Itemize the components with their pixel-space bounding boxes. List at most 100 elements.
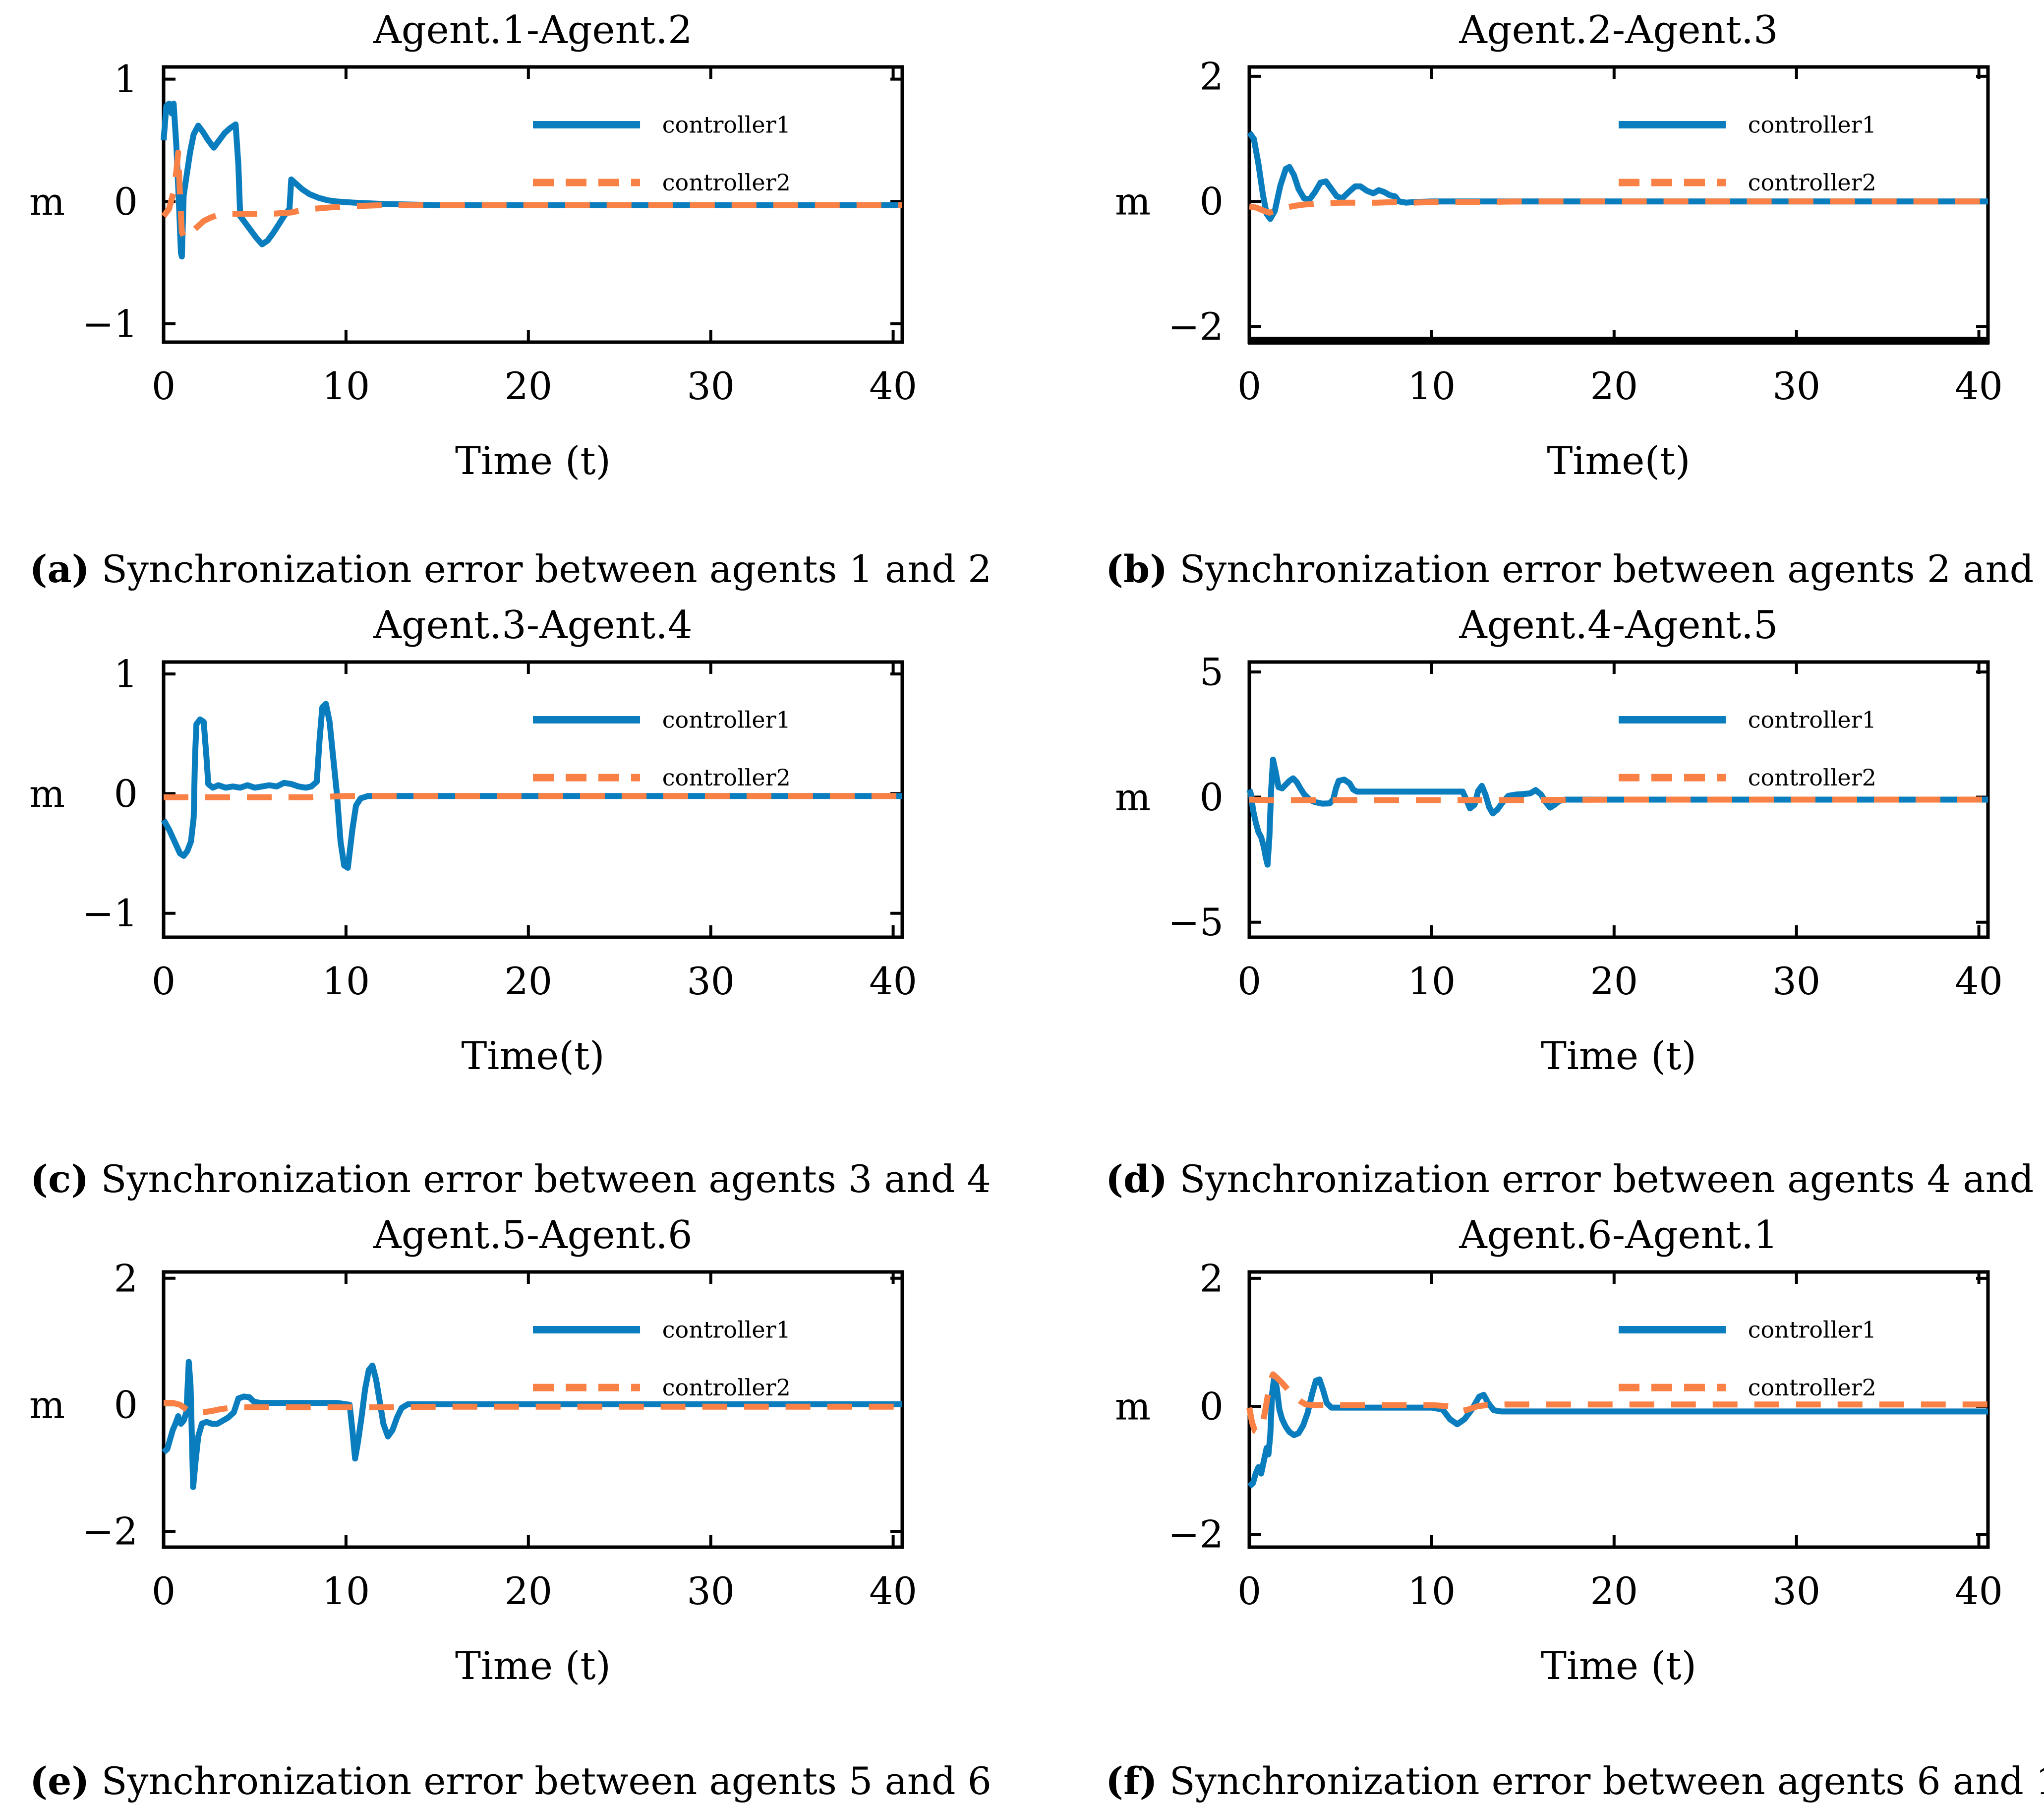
- series-controller1: [1246, 756, 1988, 868]
- y-axis-label: m: [1115, 180, 1151, 224]
- legend-label-controller1: controller1: [1748, 707, 1876, 733]
- x-tick-label: 0: [152, 1569, 175, 1613]
- panel-c: Agent.3-Agent.4 0 10 20 30 40 1 0 −1 m controller…: [0, 595, 1021, 1205]
- x-tick-label: 20: [504, 959, 552, 1003]
- y-tick-label: −1: [82, 302, 138, 346]
- x-tick-label: 20: [504, 364, 552, 408]
- x-tick-label: 10: [322, 959, 370, 1003]
- x-tick-label: 0: [152, 959, 175, 1003]
- y-axis-label: m: [1115, 1385, 1151, 1429]
- y-tick-label: 0: [1200, 180, 1224, 224]
- y-tick-label: 2: [1200, 1257, 1224, 1300]
- x-tick-label: 0: [1237, 364, 1261, 408]
- x-tick-label: 10: [322, 364, 370, 408]
- panel-f-xlabel: Time (t): [1540, 1644, 1697, 1688]
- y-axis-label: m: [29, 772, 65, 816]
- series-controller1: [162, 1359, 902, 1490]
- y-tick-label: −1: [82, 891, 138, 935]
- x-tick-label: 10: [322, 1569, 370, 1613]
- legend-label-controller2: controller2: [1748, 1374, 1876, 1401]
- panel-a: Agent.1-Agent.2 0 10 20 30 40 1 0 −1 m controller…: [0, 0, 1021, 595]
- x-tick-label: 10: [1408, 1569, 1456, 1613]
- panel-a-title: Agent.1-Agent.2: [373, 8, 693, 53]
- panel-b-title: Agent.2-Agent.3: [1459, 8, 1778, 53]
- caption-label: (a): [29, 547, 90, 591]
- caption-text: Synchronization error between agents 1 a…: [101, 547, 992, 591]
- legend-label-controller1: controller1: [1748, 1317, 1876, 1343]
- legend-label-controller2: controller2: [662, 764, 791, 791]
- y-tick-label: −5: [1168, 900, 1224, 944]
- x-tick-label: 40: [869, 1569, 917, 1613]
- y-tick-label: −2: [82, 1509, 138, 1554]
- x-tick-label: 20: [1590, 959, 1638, 1003]
- x-tick-label: 40: [1955, 364, 2003, 408]
- y-tick-label: 1: [114, 652, 138, 696]
- x-tick-label: 40: [869, 959, 917, 1003]
- y-tick-label: 0: [114, 772, 138, 816]
- y-axis-label: m: [1115, 775, 1151, 819]
- panel-b: Agent.2-Agent.3 0 10 20 30 40 2 0 −2 m controller…: [1021, 0, 2044, 595]
- panel-d: Agent.4-Agent.5 0 10 20 30 40 5 0 −5 m controller…: [1021, 595, 2044, 1205]
- x-tick-label: 20: [1590, 364, 1638, 408]
- panel-d-title: Agent.4-Agent.5: [1459, 603, 1778, 648]
- legend-label-controller1: controller1: [662, 1317, 791, 1343]
- series-controller1: [1247, 130, 1988, 222]
- caption-text: Synchronization error between agents 4 a…: [1179, 1157, 2044, 1201]
- panel-e: Agent.5-Agent.6 0 10 20 30 40 2 0 −2 m controller…: [0, 1205, 1021, 1807]
- y-tick-label: −2: [1168, 304, 1224, 349]
- y-tick-label: 1: [114, 57, 138, 101]
- legend-label-controller1: controller1: [1748, 112, 1876, 138]
- panel-d-caption: (d) Synchronization error between agents…: [1021, 1157, 2044, 1201]
- x-tick-label: 40: [1955, 959, 2003, 1003]
- axes-box: [162, 1270, 904, 1549]
- legend-label-controller1: controller1: [662, 112, 791, 138]
- caption-text: Synchronization error between agents 6 a…: [1169, 1759, 2044, 1803]
- x-tick-label: 40: [1955, 1569, 2003, 1613]
- x-tick-label: 20: [1590, 1569, 1638, 1613]
- series-controller2: [1248, 198, 1988, 216]
- panel-f: Agent.6-Agent.1 0 10 20 30 40 2 0 −2 m controller…: [1021, 1205, 2044, 1807]
- y-tick-label: 5: [1200, 650, 1224, 694]
- x-tick-label: 0: [152, 364, 175, 408]
- axes-box: [1247, 65, 1990, 344]
- panel-f-title: Agent.6-Agent.1: [1459, 1213, 1778, 1258]
- caption-label: (f): [1106, 1759, 1158, 1803]
- caption-label: (d): [1106, 1157, 1168, 1201]
- x-tick-label: 20: [504, 1569, 552, 1613]
- series-controller1: [1247, 1376, 1988, 1489]
- series-controller2: [161, 149, 902, 241]
- x-tick-label: 30: [687, 364, 735, 408]
- x-tick-label: 0: [1237, 1569, 1261, 1613]
- caption-label: (c): [30, 1157, 89, 1201]
- y-tick-label: 0: [1200, 1385, 1224, 1429]
- y-axis-label: m: [29, 1383, 65, 1427]
- x-tick-label: 0: [1237, 959, 1261, 1003]
- legend-label-controller1: controller1: [662, 707, 791, 733]
- y-tick-label: 2: [1200, 54, 1224, 98]
- y-tick-label: 0: [114, 180, 138, 224]
- caption-text: Synchronization error between agents 2 a…: [1179, 547, 2044, 591]
- panel-e-title: Agent.5-Agent.6: [373, 1213, 693, 1258]
- legend-label-controller2: controller2: [662, 169, 791, 196]
- panel-e-xlabel: Time (t): [455, 1644, 611, 1688]
- x-tick-label: 30: [1772, 1569, 1820, 1613]
- caption-text: Synchronization error between agents 5 a…: [101, 1759, 992, 1803]
- series-controller2: [164, 793, 902, 800]
- x-tick-label: 30: [1772, 364, 1820, 408]
- panel-d-xlabel: Time (t): [1540, 1034, 1697, 1079]
- panel-c-xlabel: Time(t): [461, 1034, 605, 1079]
- panel-b-caption: (b) Synchronization error between agents…: [1021, 547, 2044, 591]
- series-controller1: [161, 701, 902, 871]
- axes-box: [162, 660, 904, 939]
- y-axis-label: m: [29, 180, 65, 224]
- panel-c-title: Agent.3-Agent.4: [373, 603, 693, 648]
- caption-label: (e): [30, 1759, 90, 1803]
- legend-label-controller2: controller2: [1748, 764, 1876, 791]
- x-tick-label: 30: [687, 1569, 735, 1613]
